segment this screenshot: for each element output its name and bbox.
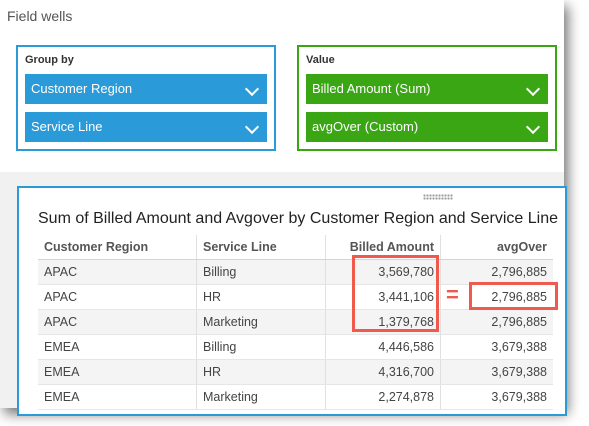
table-cell: 4,446,586: [325, 334, 441, 360]
value-label: Value: [306, 54, 335, 66]
table-cell: HR: [196, 359, 326, 385]
table-cell: 3,679,388: [440, 384, 553, 410]
group-by-field-customer-region[interactable]: Customer Region: [25, 74, 267, 104]
chevron-down-icon[interactable]: [244, 119, 260, 135]
table-cell: Marketing: [196, 384, 326, 410]
table-cell: EMEA: [38, 384, 197, 410]
group-by-well: Group by Customer Region Service Line: [16, 45, 276, 151]
table-cell: 3,679,388: [440, 359, 553, 385]
table-cell: Billing: [196, 259, 326, 285]
table-cell: Marketing: [196, 309, 326, 335]
chevron-down-icon[interactable]: [244, 81, 260, 97]
field-label: Service Line: [31, 119, 103, 134]
field-wells-title: Field wells: [7, 8, 73, 24]
table-visual[interactable]: Sum of Billed Amount and Avgover by Cust…: [17, 186, 567, 416]
field-label: Billed Amount (Sum): [312, 81, 431, 96]
field-label: Customer Region: [31, 81, 133, 96]
group-by-field-service-line[interactable]: Service Line: [25, 112, 267, 142]
value-well: Value Billed Amount (Sum) avgOver (Custo…: [297, 45, 557, 151]
table-cell: 4,316,700: [325, 359, 441, 385]
field-label: avgOver (Custom): [312, 119, 419, 134]
drag-handle-icon[interactable]: [423, 194, 453, 200]
chevron-down-icon[interactable]: [525, 119, 541, 135]
visual-title: Sum of Billed Amount and Avgover by Cust…: [38, 210, 558, 227]
table-header-row: Customer Region Service Line Billed Amou…: [38, 235, 553, 260]
equals-sign: =: [446, 282, 459, 307]
table-cell: 1,379,768: [325, 309, 441, 335]
table-cell: 2,796,885: [440, 259, 553, 285]
table-cell: Billing: [196, 334, 326, 360]
column-header[interactable]: Billed Amount: [325, 235, 441, 260]
data-table: Customer Region Service Line Billed Amou…: [38, 235, 553, 410]
value-field-billed-amount-sum[interactable]: Billed Amount (Sum): [306, 74, 548, 104]
table-cell: 2,796,885: [440, 309, 553, 335]
column-header[interactable]: Service Line: [196, 235, 326, 260]
table-cell: APAC: [38, 309, 197, 335]
table-row: EMEA Marketing 2,274,878 3,679,388: [38, 384, 553, 410]
table-cell: EMEA: [38, 334, 197, 360]
table-row: APAC Marketing 1,379,768 2,796,885: [38, 309, 553, 335]
field-wells-panel: Field wells Group by Customer Region Ser…: [0, 0, 564, 173]
table-row: APAC Billing 3,569,780 2,796,885: [38, 259, 553, 285]
table-cell: APAC: [38, 284, 197, 310]
table-cell: EMEA: [38, 359, 197, 385]
table-cell: 3,679,388: [440, 334, 553, 360]
value-field-avgover-custom[interactable]: avgOver (Custom): [306, 112, 548, 142]
table-cell: HR: [196, 284, 326, 310]
column-header[interactable]: Customer Region: [38, 235, 197, 260]
table-cell: APAC: [38, 259, 197, 285]
table-row: APAC HR 3,441,106 2,796,885: [38, 284, 553, 310]
table-cell: 2,796,885: [440, 284, 553, 310]
table-cell: 3,441,106: [325, 284, 441, 310]
table-cell: 2,274,878: [325, 384, 441, 410]
group-by-label: Group by: [25, 54, 74, 66]
column-header[interactable]: avgOver: [440, 235, 553, 260]
chevron-down-icon[interactable]: [525, 81, 541, 97]
table-row: EMEA Billing 4,446,586 3,679,388: [38, 334, 553, 360]
table-cell: 3,569,780: [325, 259, 441, 285]
table-row: EMEA HR 4,316,700 3,679,388: [38, 359, 553, 385]
